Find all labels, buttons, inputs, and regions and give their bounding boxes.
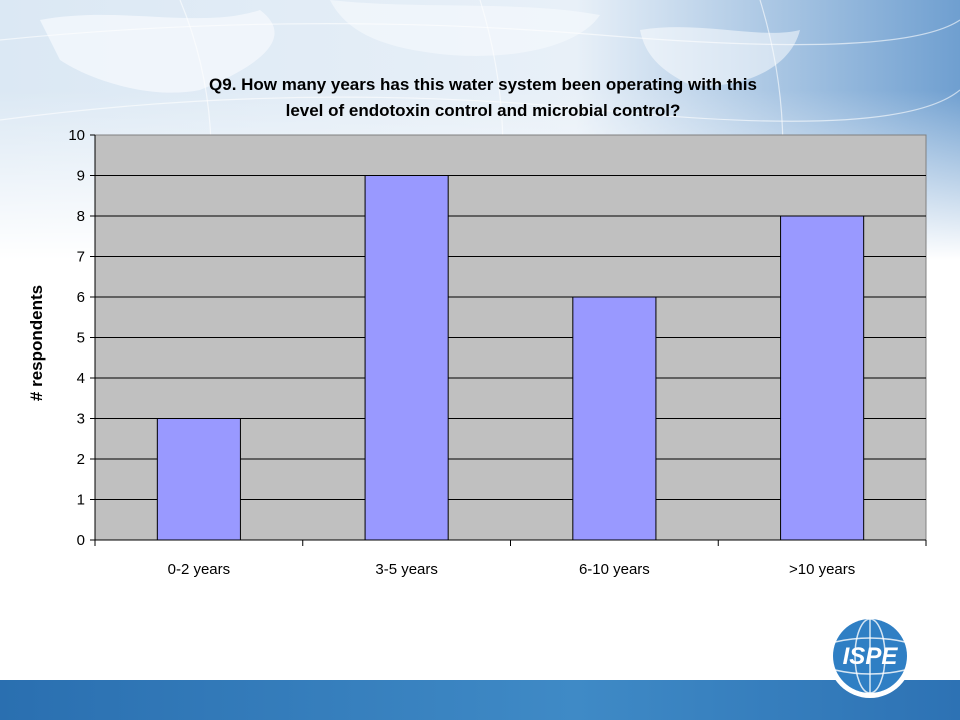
y-axis-label: # respondents	[27, 285, 46, 401]
chart-title-line-1: Q9. How many years has this water system…	[209, 75, 757, 94]
axes	[90, 134, 927, 546]
x-tick-label: 6-10 years	[579, 561, 650, 578]
y-tick-label: 4	[77, 370, 85, 387]
y-tick-label: 8	[77, 208, 85, 225]
x-tick-labels: 0-2 years 3-5 years 6-10 years >10 years	[168, 561, 856, 578]
x-tick-label: 0-2 years	[168, 561, 231, 578]
y-tick-label: 3	[77, 411, 85, 428]
logo-text: ISPE	[843, 643, 899, 670]
bar	[572, 296, 657, 541]
bar	[364, 175, 449, 541]
y-tick-label: 2	[77, 451, 85, 468]
x-tick-label: 3-5 years	[375, 561, 438, 578]
y-tick-label: 5	[77, 330, 85, 347]
footer-bar	[0, 680, 960, 720]
y-tick-label: 6	[77, 289, 85, 306]
y-tick-label: 10	[68, 127, 85, 144]
y-tick-label: 9	[77, 168, 85, 185]
bar	[780, 215, 865, 541]
y-tick-label: 0	[77, 532, 85, 549]
y-tick-labels: 0 1 2 3 4 5 6 7 8 9 10	[68, 127, 85, 549]
bars	[156, 175, 865, 541]
ispe-logo: ISPE	[828, 614, 912, 698]
chart-title-line-2: level of endotoxin control and microbial…	[286, 101, 681, 120]
y-tick-label: 1	[77, 492, 85, 509]
y-tick-label: 7	[77, 249, 85, 266]
bar	[156, 418, 241, 541]
x-tick-label: >10 years	[789, 561, 855, 578]
